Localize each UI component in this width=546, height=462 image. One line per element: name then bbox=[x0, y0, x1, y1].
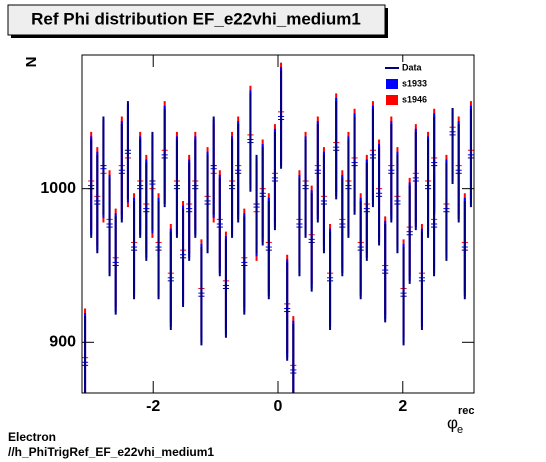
footer-line: //h_PhiTrigRef_EF_e22vhi_medium1 bbox=[8, 445, 214, 459]
legend-swatch bbox=[386, 79, 398, 89]
title-box bbox=[7, 4, 386, 36]
x-axis-label-sup: rec bbox=[458, 405, 475, 417]
x-tick-label: -2 bbox=[146, 398, 160, 415]
x-tick-label: 2 bbox=[398, 398, 407, 415]
legend-swatch bbox=[386, 95, 398, 105]
legend-label: s1946 bbox=[402, 94, 427, 104]
chart-title: Ref Phi distribution EF_e22vhi_medium1 bbox=[31, 9, 361, 28]
y-tick-label: 1000 bbox=[40, 180, 76, 197]
x-axis-label-sub: e bbox=[457, 424, 463, 436]
x-axis-label: φ bbox=[447, 413, 458, 432]
y-tick-label: 900 bbox=[49, 334, 76, 351]
legend-label: s1933 bbox=[402, 78, 427, 88]
legend-label: Data bbox=[402, 62, 423, 72]
x-tick-label: 0 bbox=[274, 398, 283, 415]
footer-line: Electron bbox=[8, 430, 56, 444]
y-axis-label: N bbox=[23, 57, 40, 68]
